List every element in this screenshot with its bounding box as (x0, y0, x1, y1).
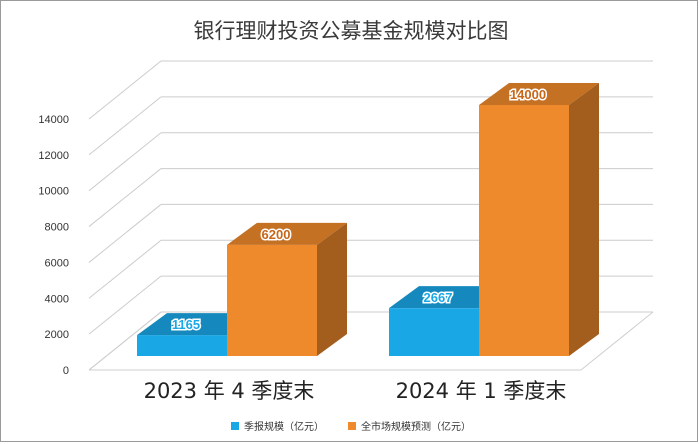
bar-top (479, 83, 599, 105)
legend-label: 全市场规模预测（亿元） (361, 422, 471, 433)
y-tick-label: 12000 (38, 150, 69, 162)
bar-side (569, 83, 599, 356)
chart-title: 银行理财投资公募基金规模对比图 (193, 19, 509, 43)
legend-item: 全市场规模预测（亿元） (348, 418, 471, 433)
legend-swatch (231, 421, 239, 430)
bar-front (227, 244, 317, 356)
data-label: 2667 (424, 290, 453, 305)
data-label: 1165 (172, 317, 200, 332)
y-tick-label: 6000 (45, 257, 69, 269)
legend-swatch (348, 421, 356, 430)
gridline-side (88, 168, 162, 227)
bar-top (227, 222, 347, 245)
legend-label: 季报规模（亿元） (244, 422, 324, 433)
legend-item: 季报规模（亿元） (231, 418, 324, 433)
bars: 1165 6200 2667 14000 (137, 83, 599, 356)
y-tick-label: 4000 (45, 293, 69, 305)
gridline-side (88, 204, 162, 263)
category-label: 2023 年 4 季度末 (144, 379, 315, 403)
bar-front (389, 308, 479, 356)
bar-front (137, 335, 227, 356)
legend: 季报规模（亿元） 全市场规模预测（亿元） (1, 418, 700, 433)
gridline-side (88, 132, 162, 192)
gridline-side (88, 239, 162, 299)
y-axis-ticks: 0 2000 4000 6000 8000 10000 12000 14000 (38, 114, 69, 377)
gridline-side (88, 311, 162, 371)
bar-side (317, 222, 347, 356)
category-label: 2024 年 1 季度末 (396, 379, 567, 403)
y-tick-label: 8000 (45, 222, 69, 234)
gridline-side (88, 96, 162, 156)
category-labels: 2023 年 4 季度末 2024 年 1 季度末 (144, 379, 567, 403)
data-label: 6200 (262, 227, 291, 242)
data-label: 14000 (510, 87, 546, 102)
y-tick-label: 0 (63, 365, 69, 377)
gridline-side (88, 60, 162, 120)
y-tick-label: 14000 (38, 114, 69, 126)
floor-right-edge (580, 311, 654, 371)
y-tick-label: 2000 (45, 329, 69, 341)
bar-front (479, 105, 569, 356)
y-tick-label: 10000 (38, 186, 69, 198)
gridline-side (88, 275, 162, 335)
